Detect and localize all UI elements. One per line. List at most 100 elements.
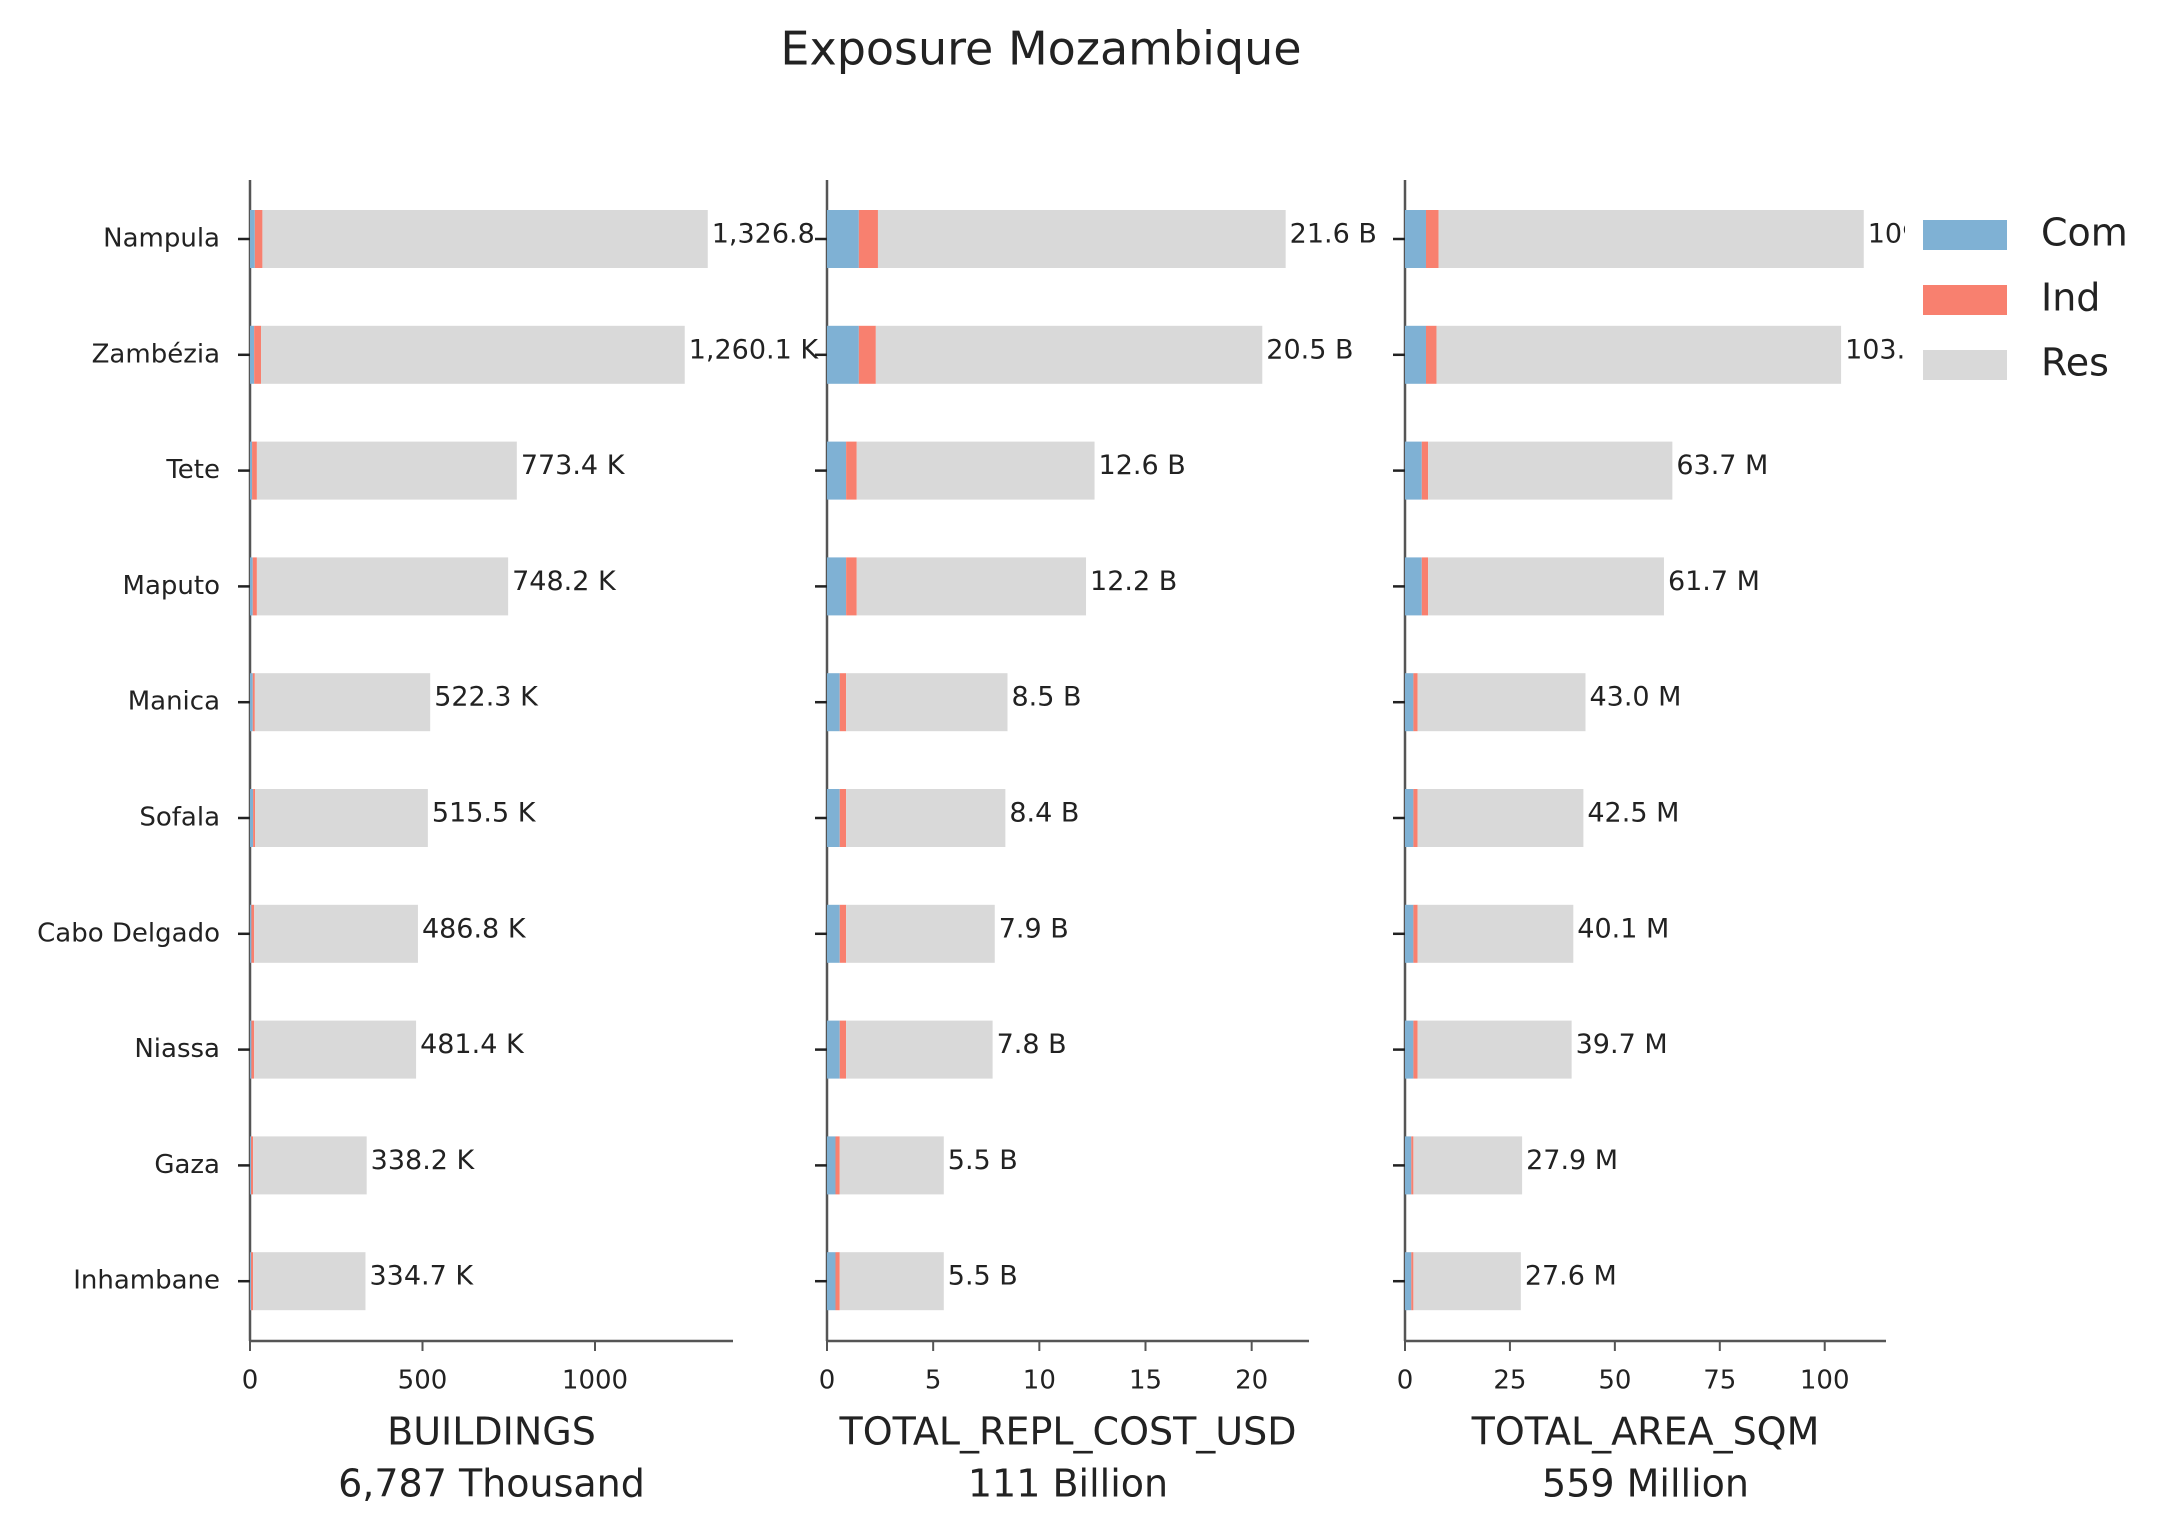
bar-segment [1405,1252,1412,1311]
total-label: 7.8 B [997,1029,1067,1060]
y-tick-label: Cabo Delgado [37,918,220,948]
bar-segment [1405,789,1414,847]
bar-segment [835,1252,840,1311]
legend-swatch [1923,220,2007,250]
legend-swatch [1923,350,2007,380]
y-tick-label: Inhambane [73,1266,220,1296]
x-axis-label: BUILDINGS [387,1410,596,1454]
y-tick-label: Maputo [123,571,220,601]
x-tick-label: 75 [1703,1366,1736,1396]
chart-title: Exposure Mozambique [780,22,1301,76]
bar-segment [858,325,876,384]
bar-segment [261,325,685,384]
total-label: 5.5 B [948,1261,1018,1292]
total-label: 481.4 K [420,1029,525,1060]
bar-segment [827,1136,836,1195]
y-tick-label: Nampula [103,224,220,254]
x-axis-subtitle: 559 Million [1542,1462,1749,1506]
bar-segment [839,673,847,732]
total-label: 773.4 K [521,450,626,481]
total-label: 8.5 B [1011,682,1081,713]
bar-segment [827,904,840,963]
y-tick-label: Niassa [134,1034,220,1064]
bar-segment [1428,557,1664,616]
bar-segment [250,789,254,847]
bar-segment [251,1020,255,1079]
total-label: 21.6 B [1290,219,1377,250]
total-label: 63.7 M [1676,450,1768,481]
bar-segment [1436,325,1842,384]
x-axis-label: TOTAL_REPL_COST_USD [838,1410,1296,1454]
bar-segment [1413,1136,1523,1195]
bar-segment [839,1252,944,1311]
bar-segment [250,1136,252,1195]
bar-segment [1421,557,1429,616]
bar-segment [250,557,253,616]
bar-segment [250,1020,252,1079]
bar-segment [827,673,840,732]
bar-segment [827,441,847,500]
bar-segment [254,1020,417,1079]
x-tick-label: 1000 [562,1366,628,1396]
bar-segment [254,673,431,732]
total-label: 61.7 M [1668,566,1760,597]
y-tick-label: Tete [165,455,220,485]
bar-segment [1405,441,1422,500]
x-axis-label: TOTAL_AREA_SQM [1471,1410,1820,1454]
bar-segment [1421,441,1429,500]
bar-segment [827,1252,836,1311]
bar-segment [1405,557,1422,616]
y-tick-label: Gaza [154,1150,220,1180]
bar-segment [1405,904,1414,963]
x-tick-label: 50 [1598,1366,1631,1396]
bar-segment [839,904,847,963]
bar-segment [1417,789,1584,847]
bar-segment [875,325,1263,384]
bar-segment [1405,673,1414,732]
bar-segment [1411,1252,1414,1311]
bar-segment [252,673,255,732]
bar-segment [1425,325,1437,384]
bar-segment [1405,1136,1412,1195]
bar-segment [1411,1136,1414,1195]
bar-segment [250,1252,252,1311]
x-tick-label: 0 [1397,1366,1414,1396]
bar-segment [250,904,252,963]
bar-segment [254,325,262,384]
bar-segment [1413,789,1418,847]
bar-segment [1413,1020,1418,1079]
bar-segment [254,210,263,268]
bar-segment [256,441,517,500]
x-tick-label: 15 [1129,1366,1162,1396]
x-tick-label: 100 [1800,1366,1850,1396]
bar-segment [827,325,859,384]
bar-segment [846,1020,993,1079]
bar-segment [251,904,255,963]
bar-segment [255,789,428,847]
x-tick-label: 20 [1235,1366,1268,1396]
y-tick-label: Sofala [139,803,220,833]
bar-segment [262,210,708,268]
total-label: 334.7 K [369,1261,474,1292]
bar-segment [827,1020,840,1079]
bar-segment [856,441,1095,500]
total-label: 42.5 M [1587,798,1679,829]
bar-segment [1413,904,1418,963]
x-tick-label: 0 [242,1366,259,1396]
total-label: 1,326.8 K [712,219,843,250]
bar-segment [827,210,859,268]
legend-swatch [1923,285,2007,315]
bar-segment [252,557,257,616]
bar-segment [252,441,257,500]
bar-segment [846,904,995,963]
y-tick-label: Zambézia [92,339,220,369]
bar-segment [1405,325,1426,384]
bar-segment [250,441,253,500]
bar-segment [1417,673,1586,732]
total-label: 27.6 M [1525,1261,1617,1292]
total-label: 7.9 B [999,913,1069,944]
total-label: 12.6 B [1099,450,1186,481]
total-label: 515.5 K [432,798,537,829]
